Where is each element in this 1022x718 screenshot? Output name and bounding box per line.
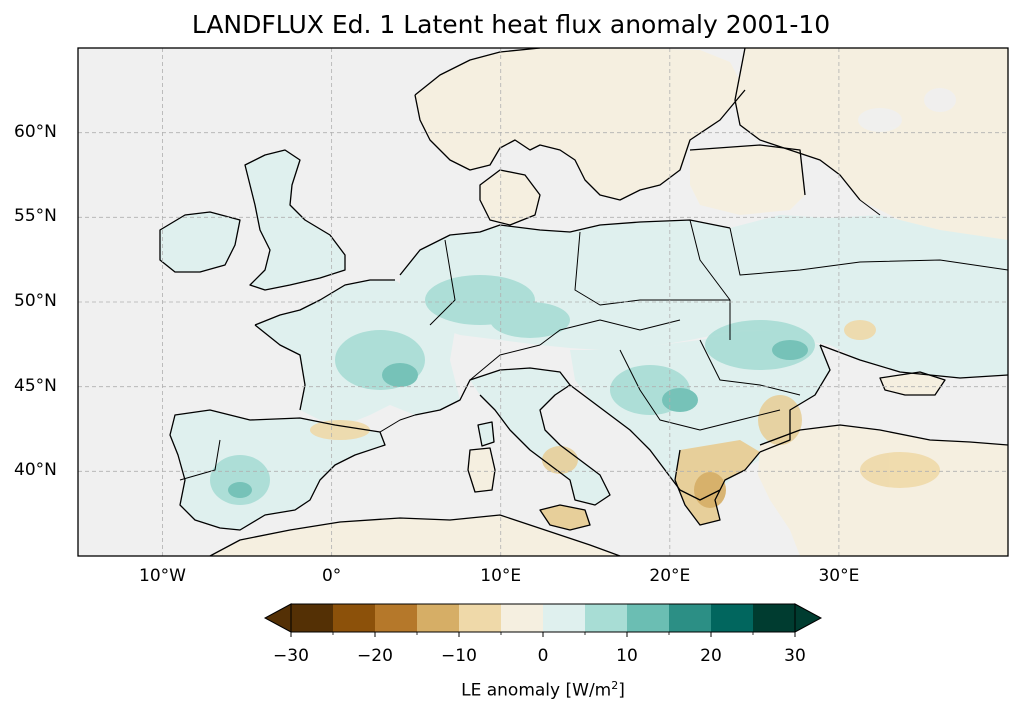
colorbar-label-text: LE anomaly [W/m bbox=[461, 680, 612, 701]
colorbar-bin bbox=[627, 604, 669, 632]
colorbar-bin bbox=[375, 604, 417, 632]
landmass-sicily bbox=[540, 505, 590, 530]
lon-tick-label: 30°E bbox=[818, 566, 860, 586]
lon-tick-label: 20°E bbox=[649, 566, 691, 586]
landmass-corsica bbox=[478, 422, 494, 446]
landmass-great-britain bbox=[245, 150, 345, 290]
lat-tick-label: 50°N bbox=[14, 291, 57, 311]
landmass-crimea bbox=[880, 372, 945, 395]
lat-tick-label: 55°N bbox=[14, 206, 57, 227]
land-anomaly-fill bbox=[160, 48, 1008, 556]
coastlines-borders bbox=[159, 48, 1008, 556]
lat-tick-label: 45°N bbox=[14, 375, 57, 396]
lat-tick-label: 60°N bbox=[14, 121, 57, 142]
landmass-turkey bbox=[758, 425, 1008, 556]
colorbar-bin bbox=[417, 604, 459, 632]
colorbar-label-superscript: 2 bbox=[611, 679, 619, 692]
colorbar-tick-label: 30 bbox=[784, 646, 806, 666]
lat-tick-label: 40°N bbox=[14, 460, 57, 481]
lon-tick-label: 0° bbox=[321, 566, 342, 586]
colorbar-label: LE anomaly [W/m2] bbox=[0, 679, 1022, 701]
colorbar-bin bbox=[753, 604, 795, 632]
landmass-ireland bbox=[160, 212, 240, 272]
landmass-sardinia bbox=[468, 448, 495, 492]
colorbar-tick-label: 10 bbox=[616, 646, 638, 666]
colorbar-tick-label: 0 bbox=[537, 646, 549, 666]
map-frame bbox=[77, 47, 1009, 557]
colorbar-bin bbox=[459, 604, 501, 632]
landmass-denmark bbox=[480, 170, 540, 225]
colorbar-extend-under bbox=[263, 603, 292, 633]
landmass-north-africa bbox=[210, 515, 620, 556]
colorbar-bin bbox=[291, 604, 333, 632]
colorbar-label-suffix: ] bbox=[618, 680, 625, 701]
colorbar-bin bbox=[585, 604, 627, 632]
colorbar-bin bbox=[711, 604, 753, 632]
anomaly-patches bbox=[210, 88, 956, 508]
colorbar-bin bbox=[543, 604, 585, 632]
colorbar-bin bbox=[669, 604, 711, 632]
colorbar-extend-over bbox=[794, 603, 823, 633]
landmass-baltics bbox=[690, 145, 805, 215]
colorbar bbox=[263, 603, 823, 637]
landmass-italy bbox=[470, 368, 610, 505]
lon-tick-label: 10°W bbox=[139, 566, 186, 586]
map-gridlines bbox=[78, 48, 1008, 556]
map-panel bbox=[77, 47, 1009, 557]
colorbar-tick-label: −30 bbox=[273, 646, 309, 666]
landmass-scandinavia bbox=[415, 48, 745, 200]
colorbar-bin bbox=[333, 604, 375, 632]
colorbar-tick-label: 20 bbox=[700, 646, 722, 666]
colorbar-tick-label: −20 bbox=[357, 646, 393, 666]
colorbar-tick-label: −10 bbox=[441, 646, 477, 666]
map-title: LANDFLUX Ed. 1 Latent heat flux anomaly … bbox=[191, 10, 831, 39]
colorbar-bin bbox=[501, 604, 543, 632]
lon-tick-label: 10°E bbox=[480, 566, 522, 586]
